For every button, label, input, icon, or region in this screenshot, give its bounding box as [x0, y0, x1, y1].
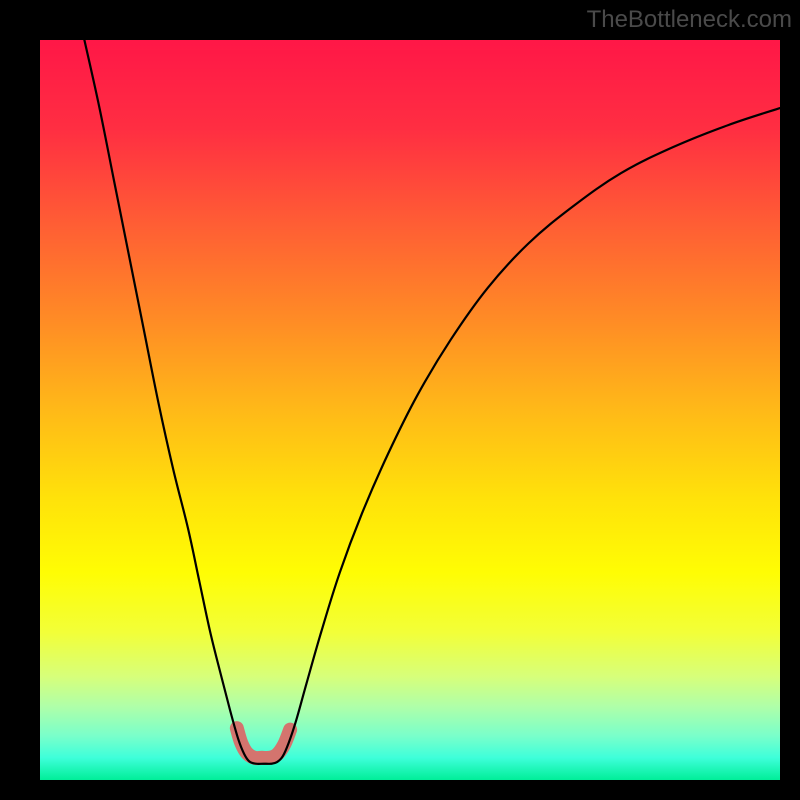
plot-area	[40, 40, 780, 780]
bottleneck-curve	[84, 40, 780, 764]
curve-layer	[40, 40, 780, 780]
watermark-text: TheBottleneck.com	[587, 6, 792, 34]
